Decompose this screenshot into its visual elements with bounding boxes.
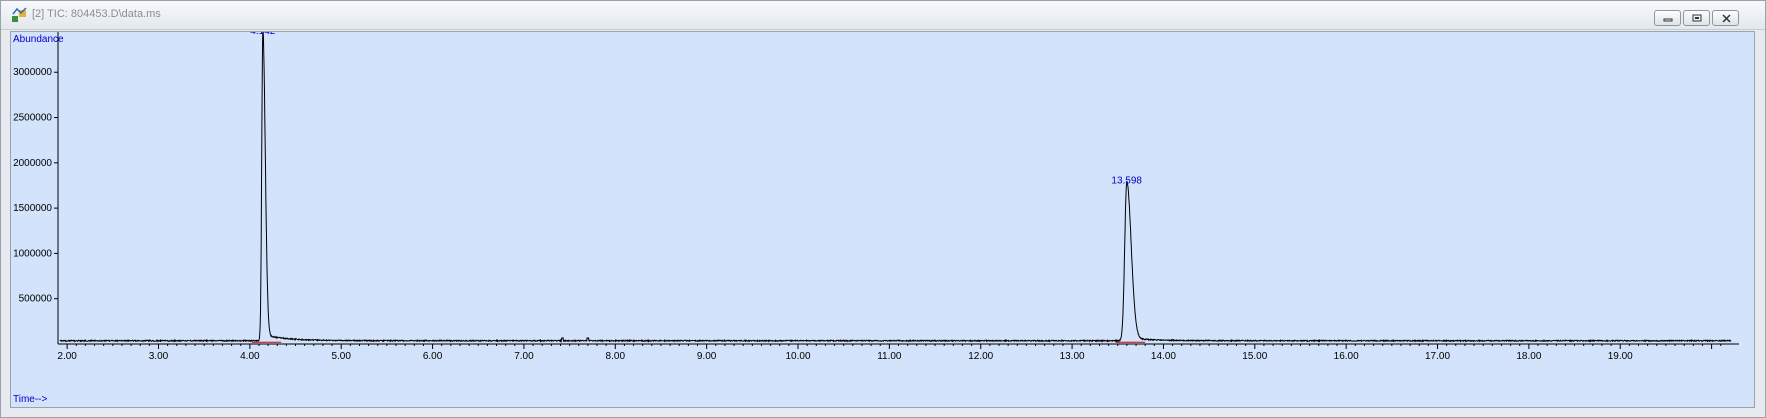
x-tick-label: 7.00 — [514, 351, 534, 362]
y-tick-label: 1000000 — [13, 248, 52, 259]
title-bar[interactable]: [2] TIC: 804453.D\data.ms — [1, 1, 1765, 30]
x-axis-label: Time--> — [13, 394, 48, 405]
chromatogram-chart[interactable]: Abundance Time--> 500000 1000000 1500000 20… — [11, 32, 1754, 407]
peak-label[interactable]: 4.142 — [250, 32, 275, 37]
y-axis-label: Abundance — [13, 34, 64, 45]
y-tick-label: 2000000 — [13, 158, 52, 169]
x-tick-label: 4.00 — [240, 351, 260, 362]
y-tick-label: 500000 — [19, 294, 53, 305]
minimize-button[interactable] — [1654, 10, 1681, 26]
peak-label[interactable]: 13.598 — [1111, 175, 1142, 186]
x-tick-label: 16.00 — [1334, 351, 1359, 362]
y-ticks: 500000 1000000 1500000 2000000 2500000 300000… — [13, 67, 58, 305]
x-tick-label: 2.00 — [57, 351, 77, 362]
chromatogram-plot-area[interactable]: Abundance Time--> 500000 1000000 1500000 20… — [10, 31, 1755, 408]
x-tick-label: 13.00 — [1060, 351, 1085, 362]
y-tick-label: 3000000 — [13, 67, 52, 78]
x-tick-label: 3.00 — [149, 351, 169, 362]
x-tick-label: 8.00 — [606, 351, 626, 362]
x-tick-label: 14.00 — [1151, 351, 1176, 362]
x-tick-label: 6.00 — [423, 351, 443, 362]
x-tick-label: 9.00 — [697, 351, 717, 362]
x-tick-label: 11.00 — [877, 351, 902, 362]
axes — [57, 32, 1739, 345]
minimize-icon — [1663, 18, 1673, 22]
x-tick-label: 12.00 — [968, 351, 993, 362]
y-tick-label: 2500000 — [13, 113, 52, 124]
tic-trace — [59, 32, 1732, 344]
x-ticks: 2.00 3.00 4.00 5.00 6.00 7.00 8.00 9.00 10.00 11.… — [57, 344, 1722, 362]
window-title: [2] TIC: 804453.D\data.ms — [32, 8, 161, 20]
restore-icon — [1692, 14, 1702, 22]
x-tick-label: 18.00 — [1516, 351, 1541, 362]
x-tick-label: 15.00 — [1242, 351, 1267, 362]
chromatogram-app-icon — [12, 7, 27, 22]
x-tick-label: 17.00 — [1425, 351, 1450, 362]
x-tick-label: 10.00 — [785, 351, 810, 362]
close-button[interactable] — [1712, 10, 1739, 26]
y-tick-label: 1500000 — [13, 203, 52, 214]
x-tick-label: 19.00 — [1608, 351, 1633, 362]
restore-button[interactable] — [1683, 10, 1710, 26]
window-controls — [1654, 10, 1739, 26]
peak-labels: 4.142 13.598 — [250, 32, 1142, 186]
x-tick-label: 5.00 — [331, 351, 351, 362]
close-icon — [1722, 14, 1731, 23]
